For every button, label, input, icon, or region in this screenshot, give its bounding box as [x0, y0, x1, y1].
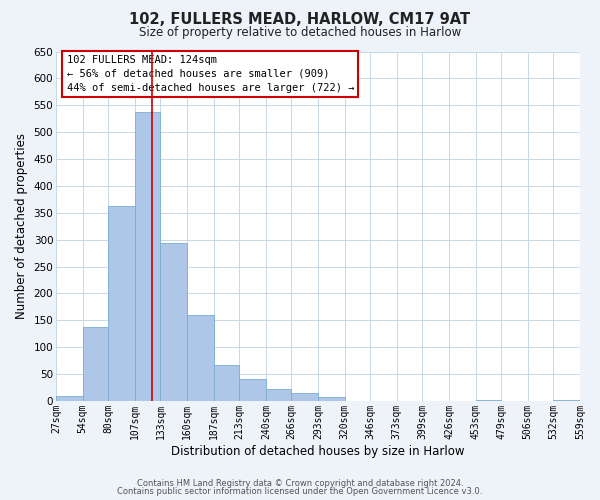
Y-axis label: Number of detached properties: Number of detached properties — [15, 133, 28, 319]
Bar — [239, 380, 266, 401]
Text: Contains HM Land Registry data © Crown copyright and database right 2024.: Contains HM Land Registry data © Crown c… — [137, 478, 463, 488]
Bar — [266, 389, 292, 401]
Text: Size of property relative to detached houses in Harlow: Size of property relative to detached ho… — [139, 26, 461, 39]
Text: Contains public sector information licensed under the Open Government Licence v3: Contains public sector information licen… — [118, 487, 482, 496]
Bar — [83, 328, 108, 401]
Text: 102 FULLERS MEAD: 124sqm
← 56% of detached houses are smaller (909)
44% of semi-: 102 FULLERS MEAD: 124sqm ← 56% of detach… — [67, 55, 354, 93]
X-axis label: Distribution of detached houses by size in Harlow: Distribution of detached houses by size … — [171, 444, 465, 458]
Bar — [553, 400, 580, 401]
Bar — [292, 393, 318, 401]
Bar — [56, 396, 83, 401]
Bar — [187, 315, 214, 401]
Bar — [476, 400, 501, 401]
Text: 102, FULLERS MEAD, HARLOW, CM17 9AT: 102, FULLERS MEAD, HARLOW, CM17 9AT — [130, 12, 470, 28]
Bar — [108, 206, 135, 401]
Bar — [214, 366, 239, 401]
Bar — [135, 112, 160, 401]
Bar — [318, 396, 344, 401]
Bar — [160, 244, 187, 401]
